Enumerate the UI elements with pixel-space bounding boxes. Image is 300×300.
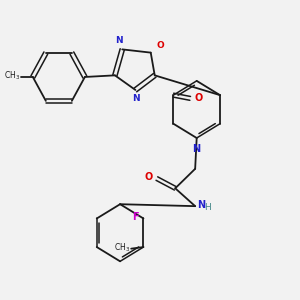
Text: N: N (193, 144, 201, 154)
Text: N: N (115, 37, 122, 46)
Text: N: N (198, 200, 206, 209)
Text: H: H (204, 203, 211, 212)
Text: O: O (194, 93, 203, 103)
Text: N: N (132, 94, 140, 103)
Text: CH$_3$: CH$_3$ (114, 242, 130, 254)
Text: O: O (144, 172, 153, 182)
Text: F: F (133, 212, 139, 222)
Text: CH$_3$: CH$_3$ (4, 70, 20, 82)
Text: O: O (156, 41, 164, 50)
